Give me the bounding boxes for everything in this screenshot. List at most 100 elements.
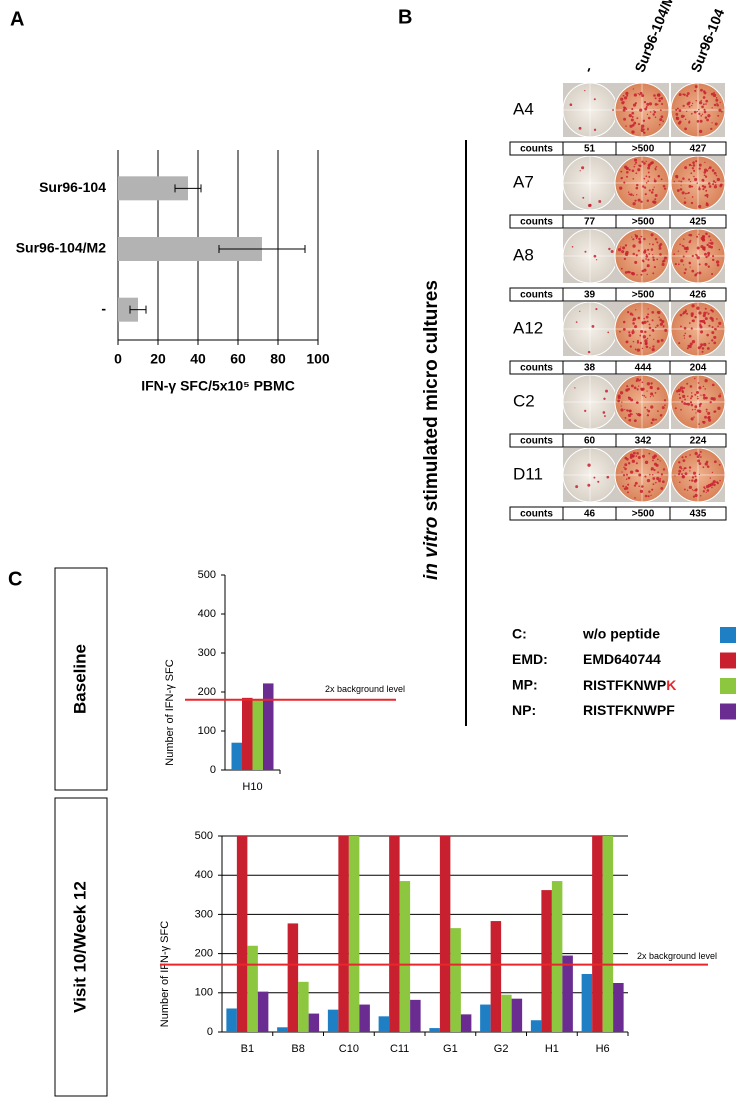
spot (654, 237, 658, 241)
spot (682, 264, 685, 266)
spot (711, 339, 714, 342)
spot (622, 474, 626, 477)
spot (706, 243, 709, 247)
spot (650, 421, 653, 425)
bar (308, 1013, 320, 1032)
spot (691, 269, 695, 273)
spot (646, 273, 648, 276)
spot (641, 454, 646, 458)
spot (703, 91, 707, 95)
spot (704, 175, 708, 178)
spot (700, 99, 702, 102)
spot (631, 115, 634, 118)
spot (684, 127, 687, 131)
x-tick-label: H6 (596, 1043, 610, 1055)
spot (716, 102, 718, 105)
spot (711, 310, 714, 313)
bar (348, 836, 360, 1032)
spot (682, 394, 686, 398)
spot (699, 320, 702, 323)
spot (634, 348, 637, 351)
spot (654, 97, 657, 100)
spot (683, 115, 685, 117)
spot (608, 247, 611, 251)
spot (645, 255, 649, 258)
column-header: Sur96-104 (687, 6, 727, 74)
spot (703, 252, 707, 256)
spot (652, 258, 655, 262)
spot (624, 416, 627, 419)
spot (656, 93, 661, 97)
spot (689, 233, 691, 236)
spot (654, 167, 657, 169)
spot (717, 406, 721, 410)
x-tick-label: 0 (114, 351, 122, 367)
spot (637, 385, 640, 387)
y-tick-label: 200 (198, 686, 216, 698)
spot (689, 470, 691, 472)
spot (645, 258, 647, 260)
spot (657, 458, 659, 461)
spot (688, 334, 692, 338)
spot (694, 405, 698, 409)
spot (629, 470, 634, 474)
spot (677, 472, 681, 476)
spot (712, 258, 715, 262)
spot (701, 105, 704, 109)
spot (638, 93, 641, 96)
spot (688, 101, 691, 104)
spot (690, 417, 694, 421)
spot (691, 479, 694, 482)
counts-label: counts (520, 509, 553, 520)
spot (653, 338, 655, 341)
spot (675, 108, 678, 111)
spot (642, 119, 646, 123)
spot (712, 397, 716, 401)
spot (686, 92, 690, 95)
spot (637, 249, 640, 252)
spot (636, 469, 640, 473)
spot (707, 168, 710, 170)
spot (716, 263, 720, 267)
spot (692, 471, 697, 475)
spot (629, 193, 633, 196)
row-label: A7 (513, 172, 534, 191)
spot (645, 105, 648, 108)
spot (698, 186, 701, 188)
spot (622, 101, 625, 104)
spot (621, 471, 623, 473)
spot (649, 347, 651, 349)
spot (625, 485, 627, 488)
spot (645, 253, 648, 256)
spot (718, 321, 722, 325)
spot (651, 310, 655, 314)
counts-row (509, 433, 727, 448)
spot (679, 313, 683, 317)
spot (636, 388, 639, 391)
spot (627, 311, 630, 314)
spot (702, 179, 705, 182)
spot (636, 378, 640, 381)
spot (699, 101, 703, 105)
spot (707, 416, 711, 420)
spot (712, 255, 715, 258)
spot (681, 475, 685, 478)
spot (699, 456, 702, 458)
spot (633, 165, 636, 168)
spot (656, 103, 659, 106)
spot (689, 180, 692, 183)
spot (627, 491, 629, 494)
spot (656, 339, 660, 343)
spot (702, 490, 705, 493)
spot (633, 386, 637, 390)
spot (632, 340, 635, 343)
spot (714, 122, 718, 126)
bar (450, 928, 461, 1032)
spot (707, 114, 711, 118)
spot (699, 119, 703, 123)
spot (636, 452, 639, 455)
spot (688, 178, 691, 181)
spot (648, 326, 652, 330)
spot (625, 91, 629, 96)
spot (716, 103, 719, 107)
